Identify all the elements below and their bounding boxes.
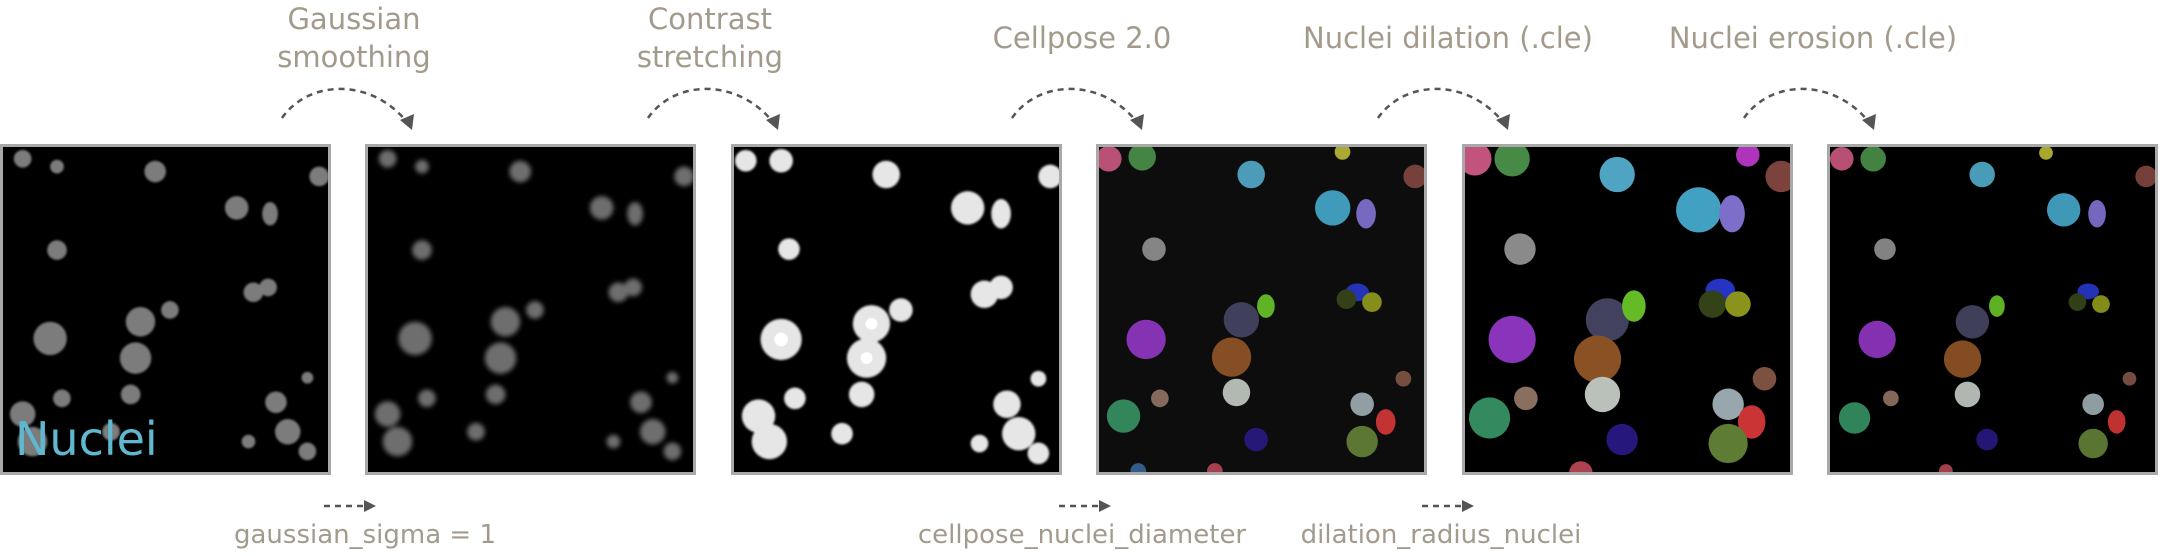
- eroded-label-image: [1830, 147, 2155, 472]
- raw-nuclei-image: [3, 147, 328, 472]
- step-label-line1: Nuclei dilation (.cle): [1303, 21, 1593, 55]
- dashed-curved-arrow-icon: [280, 87, 414, 130]
- cellpose-label-image: [1099, 147, 1424, 472]
- dashed-straight-arrow-icon: [324, 500, 376, 512]
- dashed-curved-arrow-icon: [1376, 87, 1510, 130]
- panel-contrast-stretched: [731, 144, 1062, 475]
- step-label-line2: smoothing: [277, 40, 431, 74]
- panel-cellpose-labels: [1096, 144, 1427, 475]
- panel-dilated-labels: [1462, 144, 1793, 475]
- step-label-line1: Contrast: [648, 2, 772, 36]
- step-label-nuclei-erosion: Nuclei erosion (.cle): [1669, 19, 1957, 57]
- dashed-curved-arrow-icon: [1010, 87, 1144, 130]
- step-label-line1: Gaussian: [287, 2, 421, 36]
- dilated-label-image: [1465, 147, 1790, 472]
- dashed-straight-arrow-icon: [1059, 500, 1111, 512]
- dashed-straight-arrow-icon: [1422, 500, 1474, 512]
- stretched-nuclei-image: [734, 147, 1059, 472]
- panel-eroded-labels: [1827, 144, 2158, 475]
- panel-raw-nuclei: Nuclei: [0, 144, 331, 475]
- input-label-nuclei: Nuclei: [15, 412, 158, 466]
- step-label-gaussian-smoothing: Gaussian smoothing: [277, 0, 430, 76]
- param-gaussian-sigma: gaussian_sigma = 1: [233, 520, 497, 550]
- step-label-cellpose: Cellpose 2.0: [993, 19, 1172, 57]
- step-label-line2: stretching: [636, 40, 784, 74]
- step-label-nuclei-dilation: Nuclei dilation (.cle): [1303, 19, 1593, 57]
- panel-gaussian-smoothed: [365, 144, 696, 475]
- dashed-curved-arrow-icon: [1742, 87, 1876, 130]
- step-label-line1: Nuclei erosion (.cle): [1668, 21, 1958, 55]
- step-label-line1: Cellpose 2.0: [992, 21, 1172, 55]
- smoothed-nuclei-image: [368, 147, 693, 472]
- step-label-contrast-stretching: Contrast stretching: [637, 0, 783, 76]
- param-dilation-radius-nuclei: dilation_radius_nuclei: [1300, 520, 1582, 550]
- param-cellpose-nuclei-diameter: cellpose_nuclei_diameter: [917, 520, 1247, 550]
- dashed-curved-arrow-icon: [646, 87, 780, 130]
